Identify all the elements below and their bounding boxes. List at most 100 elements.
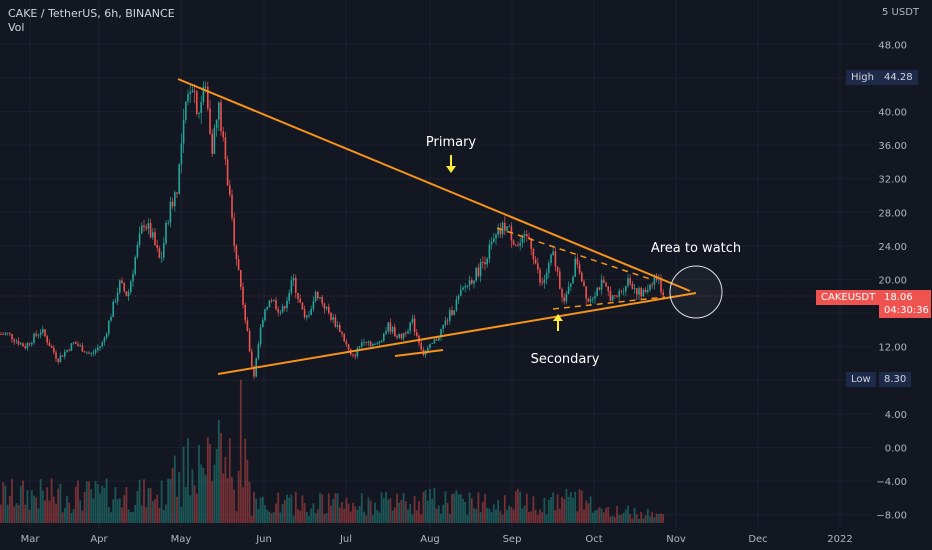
candle-body [534,259,537,264]
candle-body [627,278,629,286]
candle-body [556,266,559,272]
volume-bar [547,499,550,523]
volume-bar [325,513,328,523]
candle-body [530,238,532,250]
volume-bar [327,493,330,523]
inner-upper-dashed-line[interactable] [496,227,651,280]
volume-bar [314,512,317,523]
inner-lower-dashed-line[interactable] [552,296,666,310]
time-axis[interactable]: Mar Apr May Jun Jul Aug Sep Oct Nov Dec 2022 [21,534,853,545]
candle-body [204,86,207,88]
volume-bar [543,497,546,523]
primary-trendline[interactable] [177,78,691,292]
volume-bar [374,502,376,523]
price-tick-label: 12.00 [878,343,907,354]
candle-body [28,343,31,345]
candle-body [314,292,317,302]
volume-bar [554,510,557,523]
candle-body [319,297,321,299]
volume-bar [334,493,337,523]
volume-bar [270,513,273,523]
candle-body [119,280,121,293]
candle-body [420,343,422,350]
volume-bar [464,501,467,523]
candle-body [42,329,44,333]
volume-bar [589,496,592,523]
candle-body [444,320,447,326]
volume-bar [517,488,519,523]
candle-body [174,192,176,207]
volume-bar [77,480,79,523]
volume-bar [239,379,242,523]
volume-bar [173,455,176,523]
candle-body [453,310,455,315]
candle-body [363,341,365,343]
volume-bar [286,494,288,523]
candle-body [198,112,200,114]
volume-bar [587,503,590,523]
volume-bar [343,508,346,523]
volume-bar [35,497,38,523]
candle-body [50,346,53,348]
volume-bar [514,491,517,523]
volume-bar [525,493,528,523]
candle-body [193,90,196,92]
candle-body [20,343,22,345]
candle-body [321,297,323,304]
candle-body [552,251,554,255]
volume-bar [565,488,568,523]
candle-body [229,185,231,195]
candle-body [504,222,506,231]
volume-bar [193,485,196,523]
candle-body [180,143,183,165]
candle-body [616,295,618,297]
volume-bar [290,494,293,523]
candle-body [220,102,222,132]
volume-bar [169,478,172,523]
volume-bar [563,498,566,523]
candle-body [77,343,79,346]
candle-body [224,137,227,160]
primary-arrow-icon [446,155,456,173]
volume-bar [422,492,425,523]
candle-body [11,333,13,340]
volume-bar [378,512,381,523]
volume-bar [110,512,112,523]
candle-body [264,309,266,321]
volume-bar [635,514,638,523]
volume-indicator-label[interactable]: Vol [8,21,25,34]
volume-bar [479,512,482,523]
candle-body [559,271,561,289]
candle-body [233,218,235,246]
price-tick-label: 40.00 [878,108,907,119]
candle-body [391,327,394,332]
candle-body [631,283,634,290]
volume-bar [237,470,240,523]
candle-body [61,355,64,357]
area-to-watch-circle[interactable] [669,265,723,319]
secondary-trendline-extension[interactable] [394,349,444,357]
candle-body [127,292,130,297]
candle-body [343,333,345,342]
volume-bar [294,491,297,523]
volume-bar [165,504,167,523]
candle-body [407,331,409,334]
volume-bar [61,512,64,523]
chart-title: CAKE / TetherUS, 6h, BINANCE [8,7,175,20]
volume-bar [162,509,165,523]
volume-bar [123,495,126,523]
candle-body [594,296,596,299]
volume-bar [580,490,583,523]
price-axis[interactable]: 48.0044.0040.0036.0032.0028.0024.0020.00… [876,40,907,521]
volume-bar [391,510,394,523]
time-tick-label: May [171,534,192,545]
volume-bar [288,497,291,523]
volume-bar [545,514,548,523]
volume-bar [149,488,152,523]
volume-bar [242,487,244,523]
candle-body [108,320,110,334]
candle-body [270,300,273,302]
secondary-trendline[interactable] [217,292,697,375]
time-tick-label: Aug [420,534,440,545]
